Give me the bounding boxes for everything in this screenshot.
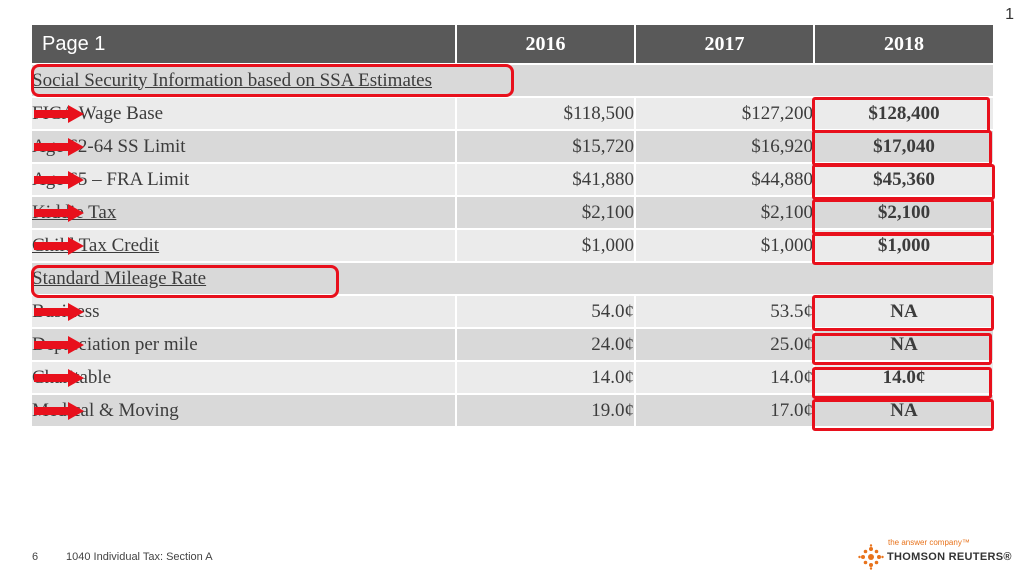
red-arrow-icon [34,105,84,123]
cell-2016: 24.0¢ [456,327,636,361]
cell-2018: $128,400 [814,96,995,130]
row-label: Business [32,294,457,328]
red-arrow-icon [34,171,84,189]
header-page: Page 1 [32,25,457,64]
red-arrow-icon [34,237,84,255]
cell-2018: NA [814,294,995,328]
table-header-row: Page 1 2016 2017 2018 [32,25,995,64]
row-label: Age 65 – FRA Limit [32,162,457,196]
cell-2018: NA [814,393,995,426]
cell-2018: $1,000 [814,228,995,262]
table-row: Charitable 14.0¢ 14.0¢ 14.0¢ [32,360,995,394]
child-tax-credit-link[interactable]: Child Tax Credit [32,234,160,256]
footer-page-number: 6 [32,551,39,563]
section-row-social-security: Social Security Information based on SSA… [32,63,995,97]
cell-2016: $2,100 [456,195,636,229]
cell-2016: 54.0¢ [456,294,636,328]
table-row: Child Tax Credit $1,000 $1,000 $1,000 [32,228,995,262]
cell-2017: 53.5¢ [635,294,815,328]
section-social-security-label: Social Security Information based on SSA… [32,63,995,97]
cell-2017: $2,100 [635,195,815,229]
cell-2018: 14.0¢ [814,360,995,394]
section-mileage-label: Standard Mileage Rate [32,261,995,295]
logo-tagline: the answer company™ [888,538,970,547]
table-row: Age 62-64 SS Limit $15,720 $16,920 $17,0… [32,129,995,163]
row-label: Kiddie Tax [32,195,457,229]
table-row: Kiddie Tax $2,100 $2,100 $2,100 [32,195,995,229]
row-label: Charitable [32,360,457,394]
mileage-rate-link[interactable]: Standard Mileage Rate [32,267,207,289]
red-arrow-icon [34,369,84,387]
section-row-mileage: Standard Mileage Rate [32,261,995,295]
header-2016: 2016 [456,25,636,64]
red-arrow-icon [34,336,84,354]
cell-2016: $118,500 [456,96,636,130]
cell-2017: 14.0¢ [635,360,815,394]
row-label: Child Tax Credit [32,228,457,262]
cell-2017: $1,000 [635,228,815,262]
table-row: Business 54.0¢ 53.5¢ NA [32,294,995,328]
social-security-link[interactable]: Social Security Information based on SSA… [32,69,433,91]
red-arrow-icon [34,138,84,156]
table-row: Depreciation per mile 24.0¢ 25.0¢ NA [32,327,995,361]
red-arrow-icon [34,303,84,321]
header-2017: 2017 [635,25,815,64]
tax-table: Page 1 2016 2017 2018 Social Security In… [32,25,995,426]
cell-2016: 14.0¢ [456,360,636,394]
cell-2017: $16,920 [635,129,815,163]
cell-2018: NA [814,327,995,361]
table-row: FICA Wage Base $118,500 $127,200 $128,40… [32,96,995,130]
row-label: Depreciation per mile [32,327,457,361]
cell-2016: $1,000 [456,228,636,262]
cell-2017: 17.0¢ [635,393,815,426]
cell-2018: $45,360 [814,162,995,196]
cell-2018: $2,100 [814,195,995,229]
cell-2016: $41,880 [456,162,636,196]
cell-2018: $17,040 [814,129,995,163]
cell-2017: $127,200 [635,96,815,130]
header-2018: 2018 [814,25,995,64]
red-arrow-icon [34,204,84,222]
row-label: FICA Wage Base [32,96,457,130]
thomson-reuters-logo-icon [858,544,884,570]
cell-2016: 19.0¢ [456,393,636,426]
red-arrow-icon [34,402,84,420]
footer-title: 1040 Individual Tax: Section A [66,551,213,563]
logo-name: THOMSON REUTERS® [887,551,1012,563]
cell-2017: 25.0¢ [635,327,815,361]
row-label-text: FICA Wage Base [32,102,164,124]
slide-number: 1 [1005,6,1014,23]
row-label: Age 62-64 SS Limit [32,129,457,163]
table-row: Age 65 – FRA Limit $41,880 $44,880 $45,3… [32,162,995,196]
cell-2016: $15,720 [456,129,636,163]
table-row: Medical & Moving 19.0¢ 17.0¢ NA [32,393,995,426]
cell-2017: $44,880 [635,162,815,196]
row-label: Medical & Moving [32,393,457,426]
